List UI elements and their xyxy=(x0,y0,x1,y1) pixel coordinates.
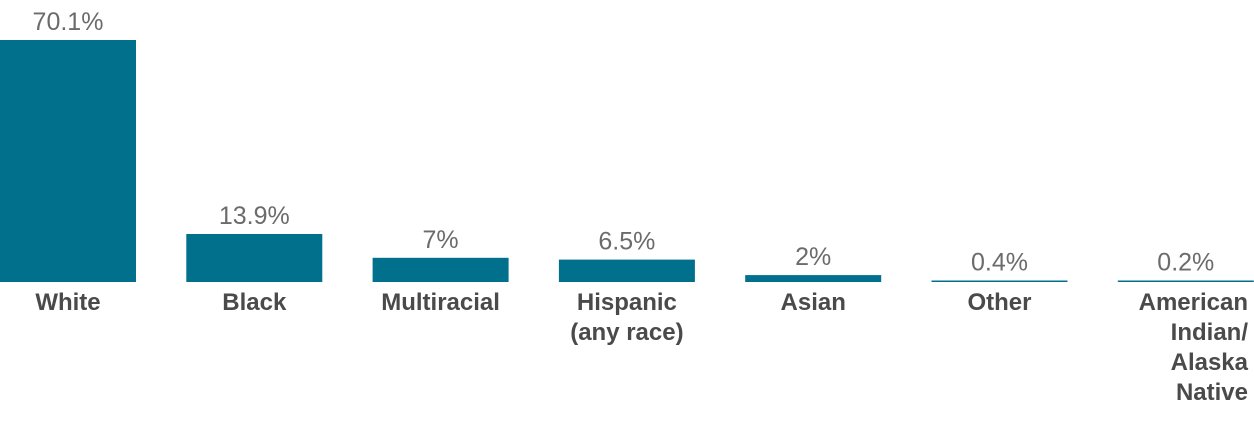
data-label: 13.9% xyxy=(219,202,290,230)
category-label-line: (any race) xyxy=(570,319,683,346)
data-label: 0.2% xyxy=(1157,249,1214,277)
data-label: 7% xyxy=(423,226,459,254)
category-label-line: White xyxy=(35,289,100,316)
data-label: 6.5% xyxy=(598,228,655,256)
category-label-line: Hispanic xyxy=(577,289,677,316)
data-label: 0.4% xyxy=(971,249,1028,277)
bar-multiracial xyxy=(372,257,509,282)
category-label-line: Black xyxy=(222,289,287,316)
category-labels-group: White Black Multiracial Hispanic (any race) A… xyxy=(35,289,1248,406)
bar-other xyxy=(931,280,1068,282)
bar-black xyxy=(186,234,323,282)
category-label-line: Asian xyxy=(781,289,846,316)
category-label: White xyxy=(35,289,100,316)
category-label: American Indian/Alaska Native xyxy=(1139,289,1249,406)
category-label-line: Native xyxy=(1176,379,1248,406)
data-label: 70.1% xyxy=(33,8,104,36)
category-label-line: Other xyxy=(967,289,1031,316)
bar-white xyxy=(0,40,136,282)
bars-group xyxy=(0,40,1254,282)
category-label-line: Multiracial xyxy=(381,289,500,316)
value-labels-group: 70.1% 13.9% 7% 6.5% 2% 0.4% 0.2% xyxy=(33,8,1215,277)
category-label: Hispanic (any race) xyxy=(570,289,683,346)
bar-asian xyxy=(745,275,882,282)
category-label: Other xyxy=(967,289,1031,316)
category-label: Black xyxy=(222,289,287,316)
category-label: Multiracial xyxy=(381,289,500,316)
category-label-line: Alaska xyxy=(1171,349,1249,376)
category-label: Asian xyxy=(781,289,846,316)
bar-hispanic-any-race xyxy=(558,259,695,282)
data-label: 2% xyxy=(795,243,831,271)
category-label-line: Indian/ xyxy=(1171,319,1249,346)
bar-american-indian-alaska-native xyxy=(1117,280,1254,282)
category-label-line: American xyxy=(1139,289,1248,316)
